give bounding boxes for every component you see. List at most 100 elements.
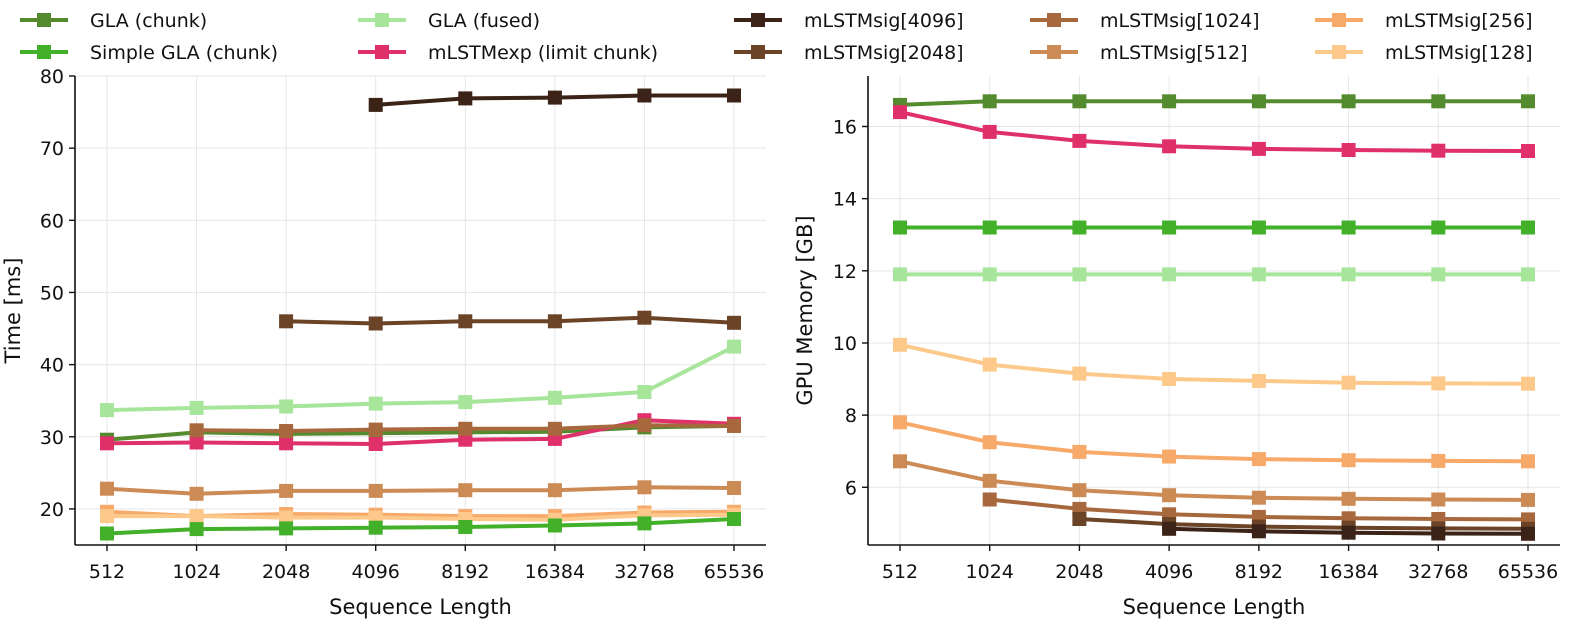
data-point [1521,376,1535,391]
data-point [727,512,741,526]
data-point [1341,375,1356,390]
data-point [1162,521,1177,536]
x-tick-label: 512 [882,561,918,583]
data-point [893,220,907,235]
series-line [107,512,735,522]
data-point [189,400,204,415]
legend-label: mLSTMsig[128] [1385,42,1532,64]
legend-marker [751,13,765,27]
x-tick-label: 4096 [1145,561,1193,583]
y-tick-label: 20 [40,499,64,521]
data-point [279,483,294,498]
series-mlstmsig-1024 [189,418,741,438]
series-line [106,344,735,413]
legend-label: mLSTMsig[256] [1385,10,1532,32]
data-point [1431,526,1446,541]
data-point [100,526,114,541]
data-point [1431,267,1446,282]
data-point [1431,453,1446,468]
data-point [279,314,294,329]
data-point [458,91,473,106]
legend-marker [1047,45,1061,59]
series-mlstmsig-128 [893,337,1535,391]
series-gla-fused [893,267,1535,282]
y-tick-label: 14 [833,189,857,211]
data-point [1072,512,1087,526]
data-point [1251,267,1266,282]
series-mlstmsig-256 [893,415,1535,469]
data-point [458,483,473,498]
y-axis-label: Time [ms] [1,258,25,365]
legend-label: mLSTMsig[2048] [804,42,964,64]
series-line [1079,517,1529,531]
data-point [189,509,204,524]
series-line [899,110,1529,153]
data-point [637,310,652,325]
data-point [1341,453,1356,468]
y-tick-label: 10 [833,333,857,355]
x-tick-label: 65536 [704,561,764,583]
data-point [637,88,652,103]
data-point [727,418,741,433]
series-line [286,315,735,326]
data-point [189,486,204,501]
series-line [106,418,735,446]
data-point [1521,94,1535,109]
data-point [368,97,383,112]
legend-entry-gla-fused: GLA (fused) [358,10,540,32]
time-chart: 20 30 40 50 60 70 80 512 1024 2048 4096 8192 16384 32… [1,66,766,619]
data-point [458,395,473,410]
data-point [368,316,383,331]
data-point [727,339,741,354]
data-point [1251,94,1266,109]
data-point [727,315,741,330]
data-point [1341,267,1356,282]
data-point [279,424,294,438]
y-tick-label: 60 [40,210,64,232]
data-point [1162,372,1177,386]
series-simple-gla-chunk [893,220,1535,235]
data-point [637,516,652,531]
legend-entry-simple-gla-chunk: Simple GLA (chunk) [20,42,278,64]
data-point [982,94,997,109]
data-point [100,509,114,524]
y-tick-label: 12 [833,261,857,283]
y-tick-label: 70 [40,138,64,160]
series-gla-fused [100,339,741,418]
legend-entry-mlstmsig-1024: mLSTMsig[1024] [1030,10,1260,32]
data-point [368,422,383,437]
legend-marker [375,13,389,27]
data-point [1251,220,1266,235]
data-point [982,473,997,488]
data-point [893,337,907,352]
data-point [1521,144,1535,158]
data-point [547,390,562,405]
data-point [982,492,997,507]
data-point [189,435,204,450]
x-tick-label: 4096 [352,561,400,583]
data-point [982,357,997,372]
series-line [106,485,735,496]
data-point [1521,220,1535,235]
data-point [1341,220,1356,235]
data-point [279,521,294,536]
data-point [1431,143,1446,158]
data-point [1251,452,1266,467]
data-point [1072,94,1087,109]
data-point [100,403,114,418]
legend-marker [37,13,51,27]
legend-label: mLSTMexp (limit chunk) [428,42,658,64]
y-tick-label: 8 [845,405,857,427]
legend-entry-mlstmsig-256: mLSTMsig[256] [1315,10,1532,32]
series-mlstmexp-limit-chunk [893,105,1535,158]
x-tick-label: 16384 [525,561,585,583]
legend-label: Simple GLA (chunk) [90,42,278,64]
data-point [893,454,907,469]
y-tick-label: 40 [40,355,64,377]
x-axis-label: Sequence Length [329,595,512,619]
data-point [1072,133,1087,148]
data-point [458,421,473,436]
data-point [1521,492,1535,507]
data-point [1162,267,1177,282]
legend: GLA (chunk) Simple GLA (chunk) GLA (fused)… [20,10,1532,64]
